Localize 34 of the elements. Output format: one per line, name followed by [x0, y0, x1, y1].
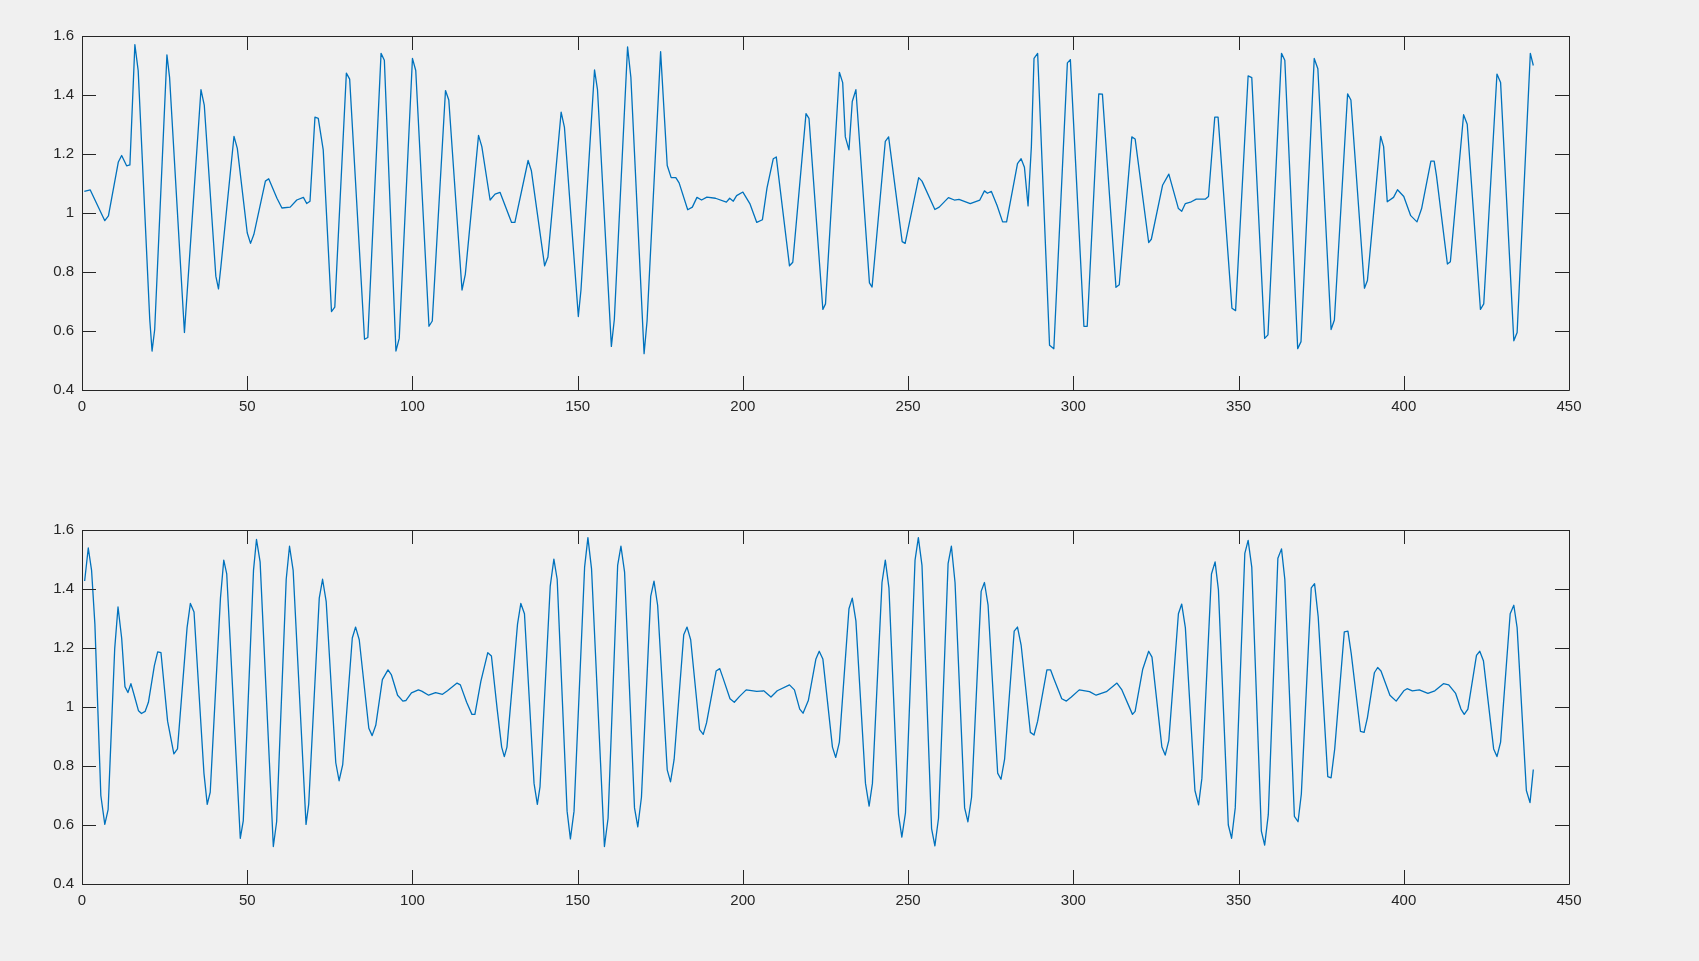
x-tick-label: 50: [238, 891, 256, 909]
x-tick-label: 250: [895, 891, 921, 909]
y-tick-label: 0.8: [53, 262, 74, 280]
x-tick-label: 400: [1391, 891, 1417, 909]
x-tick-label: 100: [399, 891, 425, 909]
x-tick-label: 400: [1391, 397, 1417, 415]
y-tick-label: 1.2: [53, 638, 74, 656]
x-tick-label: 300: [1060, 891, 1086, 909]
y-tick-label: 1.2: [53, 144, 74, 162]
x-tick-label: 150: [565, 891, 591, 909]
x-tick-label: 450: [1556, 891, 1582, 909]
y-tick-label: 0.6: [53, 321, 74, 339]
x-tick-label: 450: [1556, 397, 1582, 415]
x-tick-label: 350: [1226, 891, 1252, 909]
x-tick-label: 100: [399, 397, 425, 415]
y-tick-label: 1.4: [53, 85, 74, 103]
x-tick-label: 50: [238, 397, 256, 415]
y-tick-label: 1.4: [53, 579, 74, 597]
y-tick-label: 0.6: [53, 815, 74, 833]
x-tick-label: 0: [77, 397, 87, 415]
x-tick-label: 300: [1060, 397, 1086, 415]
x-tick-label: 200: [730, 397, 756, 415]
y-tick-label: 0.8: [53, 756, 74, 774]
x-tick-label: 200: [730, 891, 756, 909]
y-tick-label: 0.4: [53, 380, 74, 398]
y-tick-label: 1: [65, 203, 74, 221]
y-tick-label: 1.6: [53, 26, 74, 44]
y-tick-label: 0.4: [53, 874, 74, 892]
x-tick-label: 0: [77, 891, 87, 909]
y-tick-label: 1.6: [53, 520, 74, 538]
x-tick-label: 350: [1226, 397, 1252, 415]
x-tick-label: 250: [895, 397, 921, 415]
x-tick-label: 150: [565, 397, 591, 415]
y-tick-label: 1: [65, 697, 74, 715]
